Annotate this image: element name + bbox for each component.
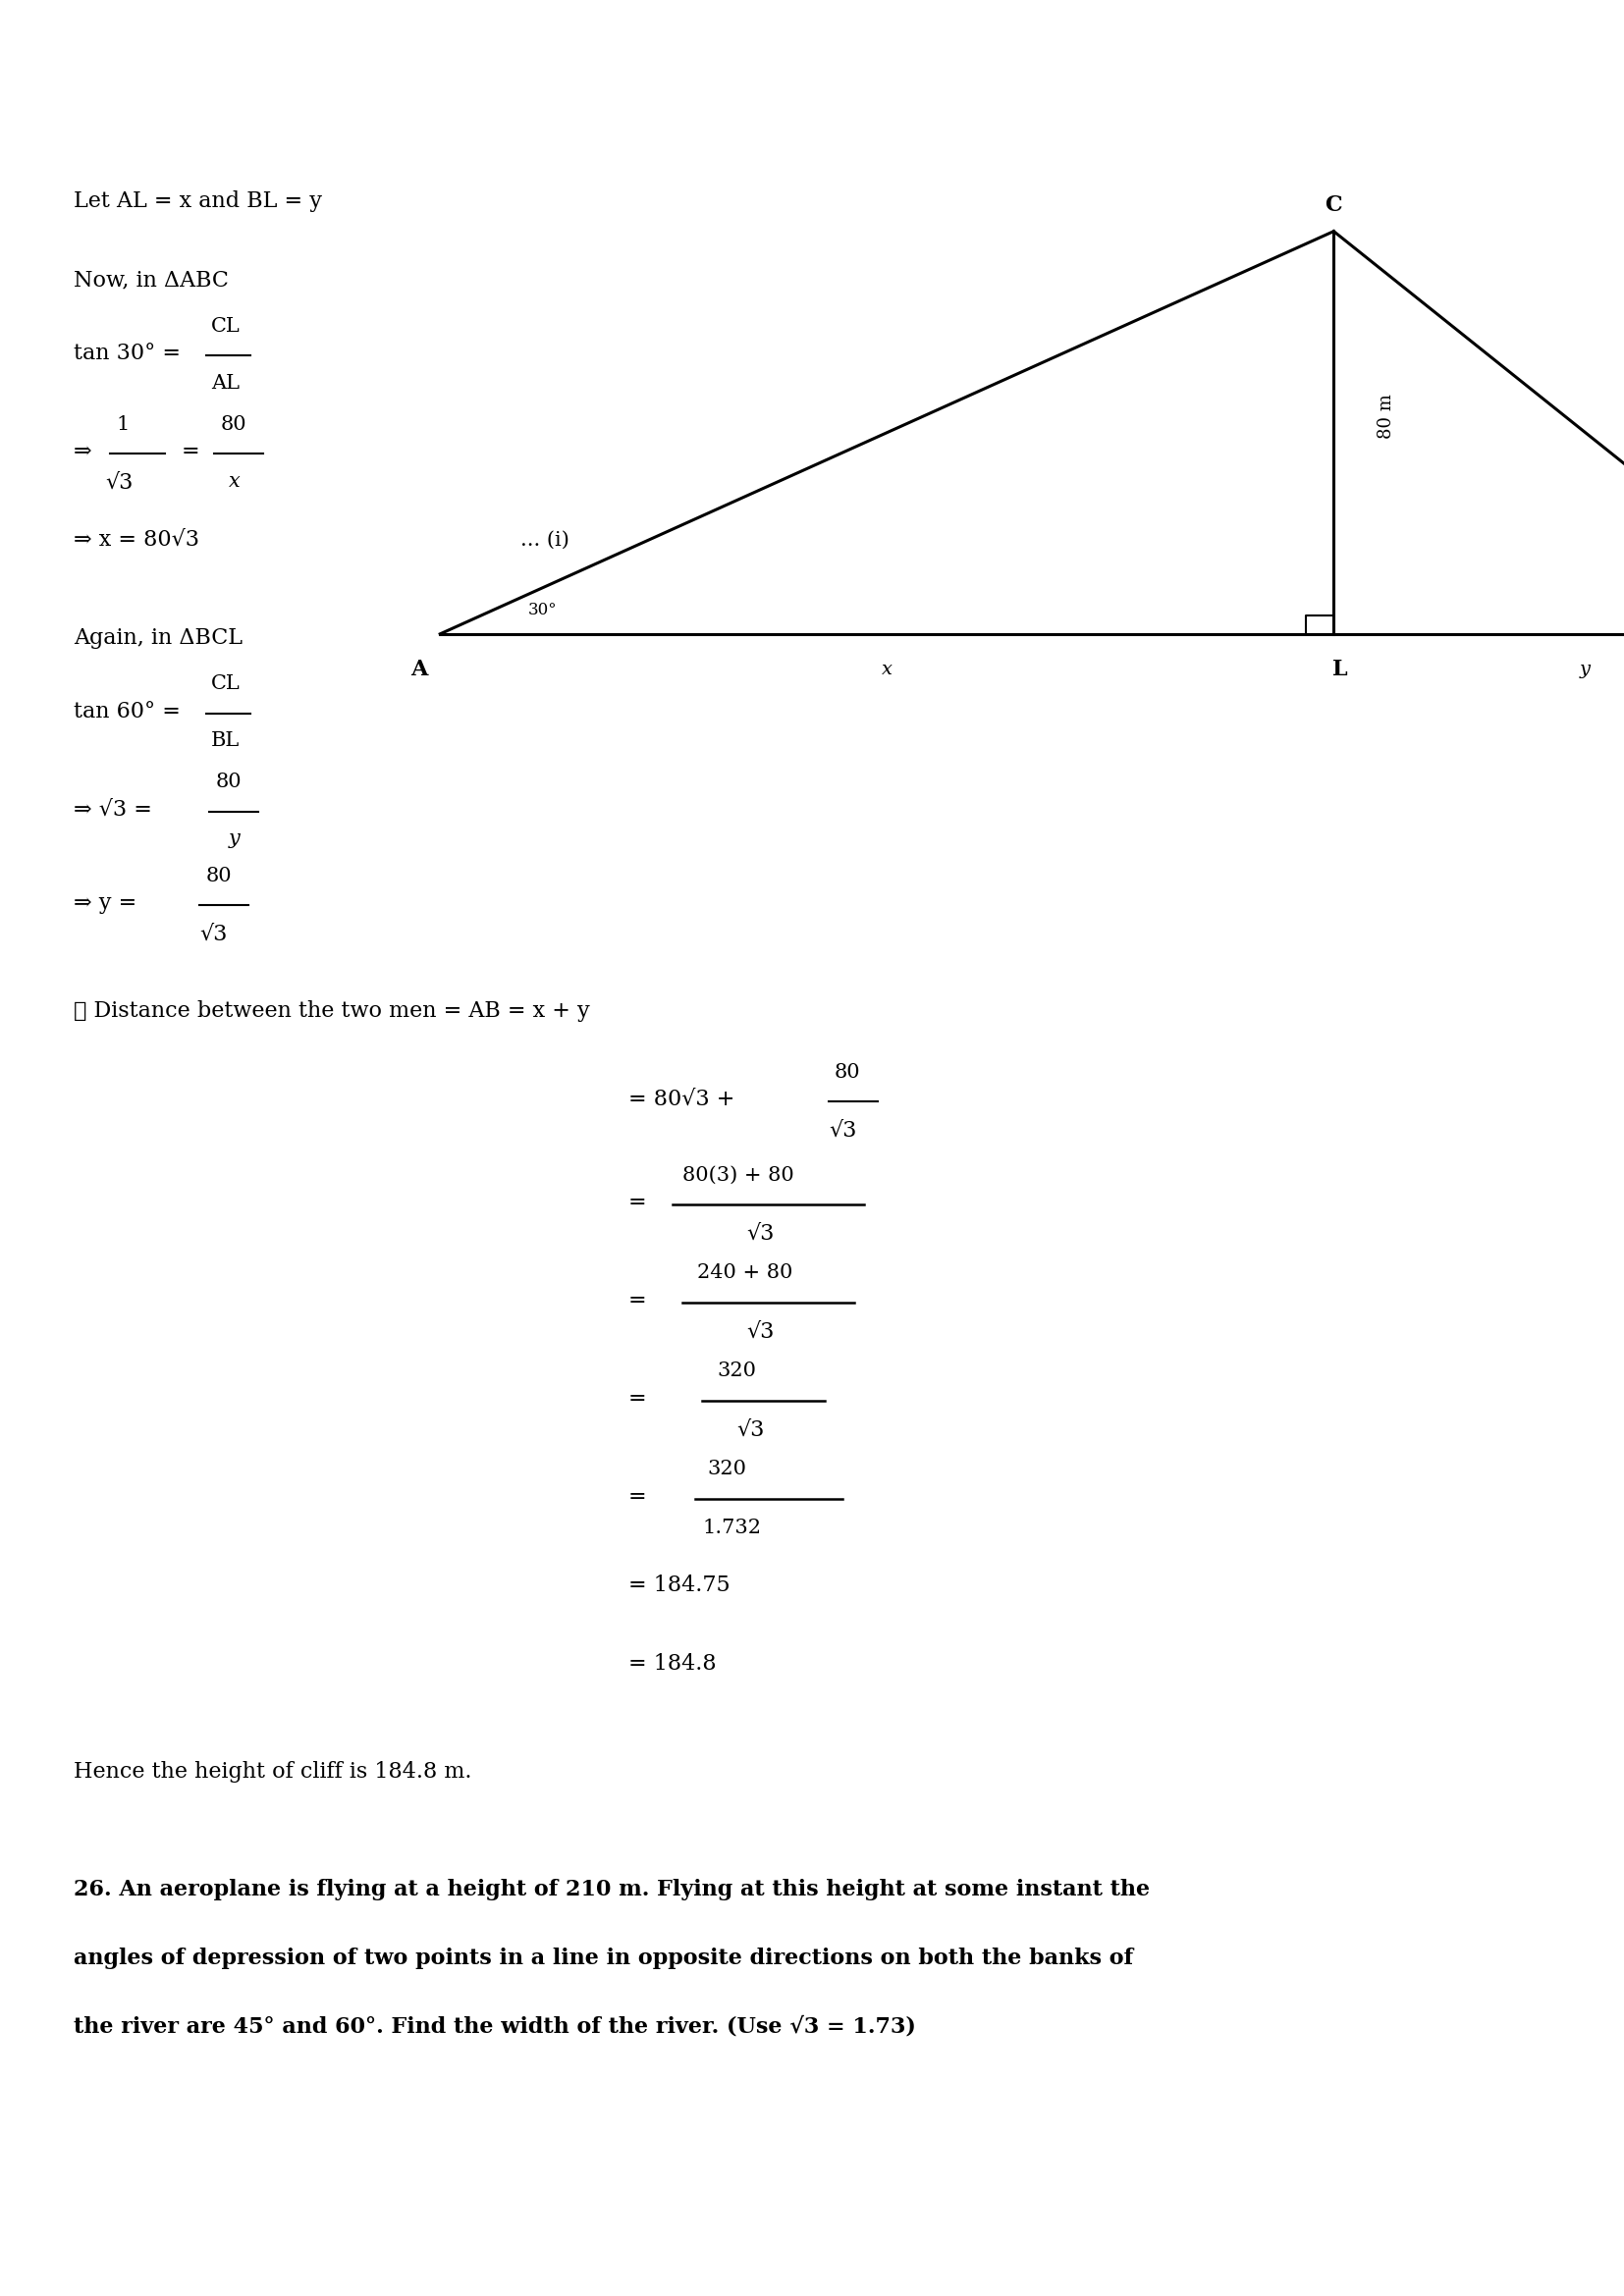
Text: √3: √3 — [745, 1320, 775, 1343]
Text: √3: √3 — [745, 1224, 775, 1244]
Text: Chapter 11: Heights and Distances: Chapter 11: Heights and Distances — [546, 96, 1078, 124]
Text: AL: AL — [211, 374, 240, 393]
Text: 80(3) + 80: 80(3) + 80 — [682, 1166, 794, 1185]
Text: = 80√3 +: = 80√3 + — [628, 1088, 734, 1111]
Text: x: x — [882, 661, 892, 677]
Text: tan 30° =: tan 30° = — [73, 342, 180, 365]
Text: 80: 80 — [221, 416, 247, 434]
Text: 1: 1 — [115, 416, 128, 434]
Text: √3: √3 — [200, 923, 227, 946]
Text: Again, in ΔBCL: Again, in ΔBCL — [73, 627, 242, 650]
Text: y: y — [1580, 661, 1592, 677]
Text: √3: √3 — [828, 1120, 856, 1141]
Text: C: C — [1325, 195, 1343, 216]
Text: Hence the height of cliff is 184.8 m.: Hence the height of cliff is 184.8 m. — [73, 1761, 473, 1782]
Text: ∴ Distance between the two men = AB = x + y: ∴ Distance between the two men = AB = x … — [73, 1001, 590, 1022]
Text: ⇒: ⇒ — [73, 441, 93, 461]
Text: angles of depression of two points in a line in opposite directions on both the : angles of depression of two points in a … — [73, 1947, 1134, 1970]
Text: 80: 80 — [835, 1063, 861, 1081]
Text: ⇒ x = 80√3: ⇒ x = 80√3 — [73, 528, 200, 551]
Text: 30°: 30° — [528, 602, 557, 620]
Text: 80: 80 — [216, 774, 242, 792]
Text: Maths – RD Sharma Solutions: Maths – RD Sharma Solutions — [585, 55, 1039, 83]
Text: Study Path: Study Path — [52, 101, 135, 115]
Text: CL: CL — [211, 317, 240, 335]
Text: Let AL = x and BL = y: Let AL = x and BL = y — [73, 191, 322, 211]
Text: 320: 320 — [716, 1362, 757, 1380]
Text: 26. An aeroplane is flying at a height of 210 m. Flying at this height at some i: 26. An aeroplane is flying at a height o… — [73, 1878, 1150, 1901]
Text: Page 25 of 49: Page 25 of 49 — [736, 2241, 888, 2264]
Text: Now, in ΔABC: Now, in ΔABC — [73, 269, 229, 292]
Text: =: = — [628, 1389, 646, 1410]
Text: the river are 45° and 60°. Find the width of the river. (Use √3 = 1.73): the river are 45° and 60°. Find the widt… — [73, 2016, 916, 2039]
Text: tan 60° =: tan 60° = — [73, 700, 180, 723]
Text: 320: 320 — [706, 1460, 745, 1479]
Text: 80 m: 80 m — [1377, 393, 1395, 439]
Text: ⇒ y =: ⇒ y = — [73, 893, 136, 914]
Text: √3: √3 — [736, 1419, 765, 1442]
Text: CL: CL — [211, 675, 240, 693]
Text: 80: 80 — [206, 866, 232, 884]
Text: = 184.8: = 184.8 — [628, 1653, 716, 1674]
Text: A: A — [411, 659, 427, 680]
Text: x: x — [229, 471, 240, 491]
Text: 1.732: 1.732 — [702, 1520, 762, 1538]
Text: =: = — [628, 1192, 646, 1212]
Text: ⇒ √3 =: ⇒ √3 = — [73, 799, 153, 820]
Text: L: L — [1332, 659, 1348, 680]
Text: =: = — [628, 1486, 646, 1508]
Text: 240 + 80: 240 + 80 — [697, 1263, 793, 1283]
Text: =: = — [628, 1290, 646, 1311]
Text: Class - 10: Class - 10 — [752, 21, 872, 44]
Text: ... (i): ... (i) — [520, 530, 570, 549]
Text: BL: BL — [211, 732, 240, 751]
Text: √3: √3 — [106, 473, 133, 494]
Text: y: y — [229, 829, 240, 850]
Text: = 184.75: = 184.75 — [628, 1575, 731, 1596]
Text: =: = — [182, 441, 200, 461]
